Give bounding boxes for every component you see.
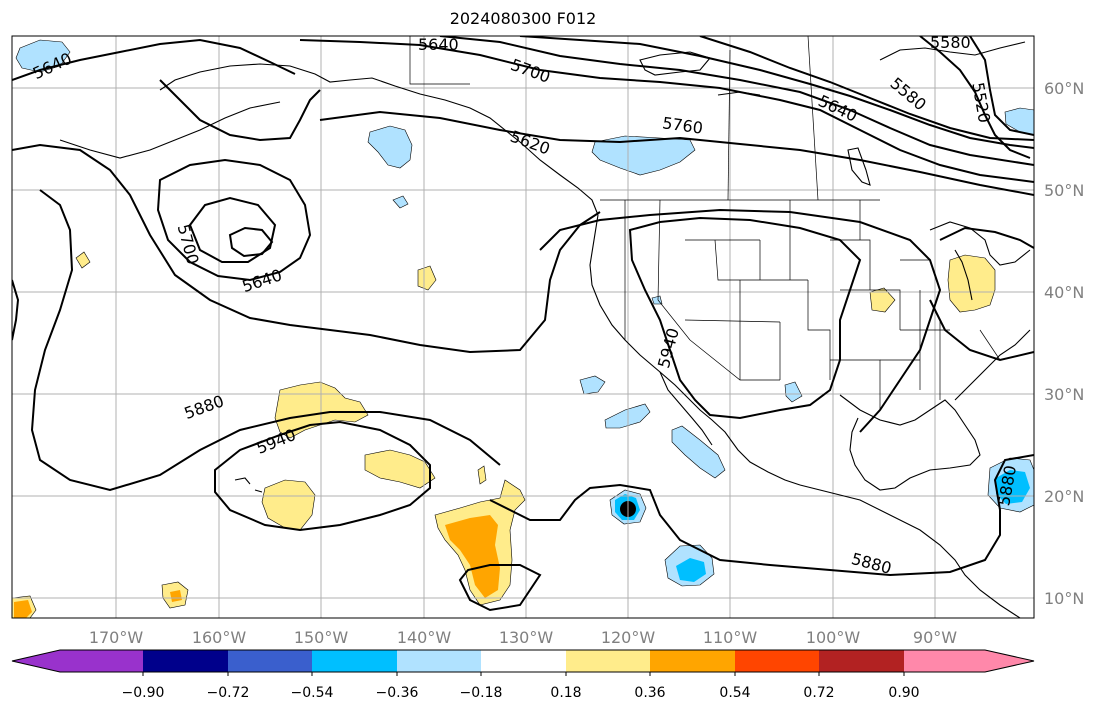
lat-label: 50°N	[1044, 181, 1084, 200]
colorbar-segment	[819, 650, 904, 672]
strong-positive-anomaly-areas	[14, 515, 500, 618]
map-frame	[11, 35, 1035, 619]
lat-label: 60°N	[1044, 79, 1084, 98]
colorbar-segment	[481, 650, 566, 672]
colorbar-segment	[143, 650, 228, 672]
lat-label: 10°N	[1044, 589, 1084, 608]
lon-label: 90°W	[913, 628, 957, 647]
colorbar-tick-label: 0.54	[719, 685, 750, 701]
colorbar-tick-label: 0.36	[634, 685, 665, 701]
lon-label: 110°W	[703, 628, 758, 647]
colorbar-tick-label: −0.72	[207, 685, 250, 701]
colorbar-segment	[650, 650, 735, 672]
lon-label: 100°W	[806, 628, 861, 647]
colorbar-tick-label: −0.36	[376, 685, 419, 701]
lat-label: 20°N	[1044, 487, 1084, 506]
contour-label: 5580	[930, 33, 971, 52]
colorbar-segment	[12, 650, 143, 672]
colorbar-segment	[904, 650, 1034, 672]
colorbar-segment	[397, 650, 481, 672]
colorbar-tick-label: −0.90	[122, 685, 165, 701]
colorbar-segment	[566, 650, 650, 672]
political-borders	[409, 36, 1001, 410]
colorbar-tick-label: 0.18	[550, 685, 581, 701]
lon-label: 130°W	[499, 628, 554, 647]
coastlines	[59, 41, 1031, 618]
lon-label: 140°W	[397, 628, 452, 647]
colorbar-outline	[11, 649, 1035, 673]
colorbar-tick-labels: −0.90 −0.72 −0.54 −0.36 −0.18 0.18 0.36 …	[122, 685, 920, 701]
lat-label: 40°N	[1044, 283, 1084, 302]
colorbar-segment	[228, 650, 312, 672]
map-title: 2024080300 F012	[449, 9, 597, 28]
colorbar-segment	[312, 650, 397, 672]
lon-label: 120°W	[601, 628, 656, 647]
colorbar-tick-label: −0.18	[460, 685, 503, 701]
lon-label: 150°W	[294, 628, 349, 647]
contour-label: 5640	[418, 35, 459, 54]
latitude-labels: 60°N 50°N 40°N 30°N 20°N 10°N	[1044, 79, 1084, 608]
lat-label: 30°N	[1044, 385, 1084, 404]
colorbar: −0.90 −0.72 −0.54 −0.36 −0.18 0.18 0.36 …	[11, 649, 1035, 701]
colorbar-tick-label: 0.72	[803, 685, 834, 701]
longitude-labels: 170°W 160°W 150°W 140°W 130°W 120°W 110°…	[89, 628, 957, 647]
colorbar-tick-label: 0.90	[888, 685, 919, 701]
height-contours	[12, 36, 1034, 612]
colorbar-tick-label: −0.54	[291, 685, 334, 701]
gridlines	[12, 36, 1034, 618]
colorbar-segment	[735, 650, 819, 672]
lon-label: 160°W	[192, 628, 247, 647]
lon-label: 170°W	[89, 628, 144, 647]
